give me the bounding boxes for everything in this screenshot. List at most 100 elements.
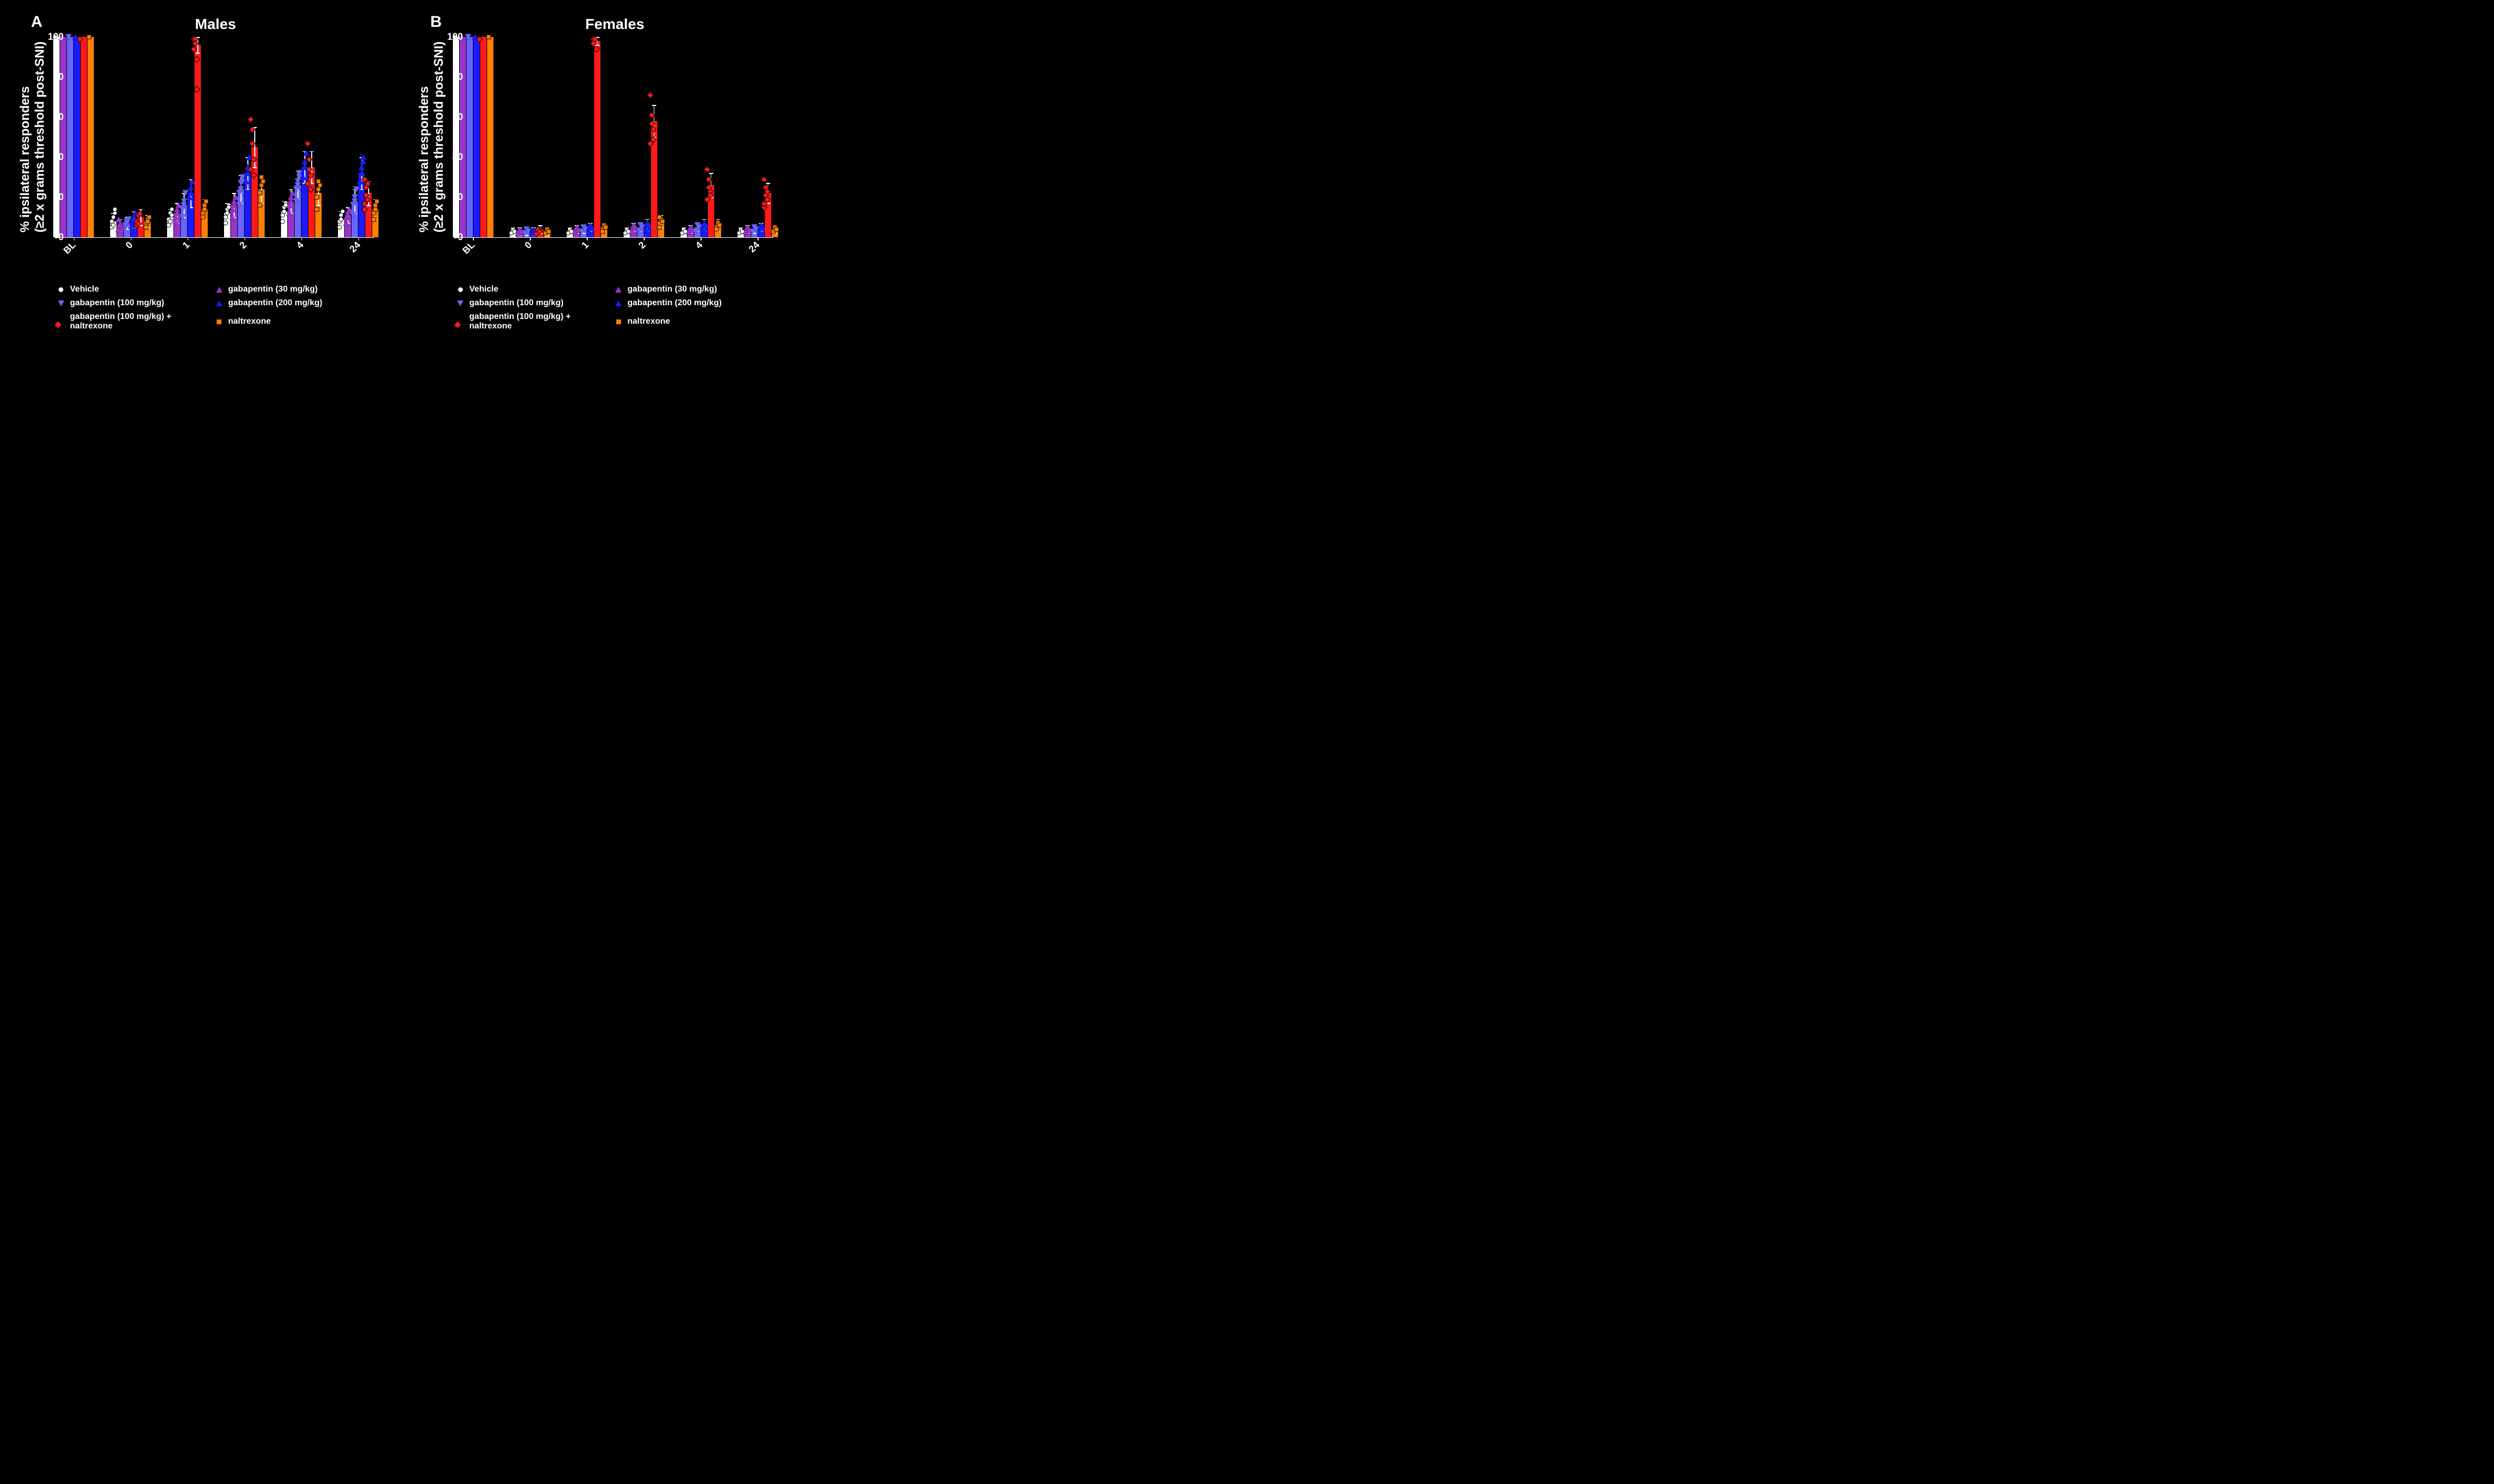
datapoint-gcombo [309,155,314,160]
legend-marker-icon [57,318,65,325]
error-cap [316,205,321,206]
xtick-label: 4 [694,239,705,251]
bar-wrap [651,37,657,237]
legend: Vehicle gabapentin (30 mg/kg) gabapentin… [457,285,773,331]
legend-label: gabapentin (200 mg/kg) [228,298,323,308]
bar-wrap [744,37,751,237]
bar-group [281,37,322,237]
bar-gb10 [467,37,473,237]
legend-label: naltrexone [228,317,271,326]
legend-item-gcombo: gabapentin (100 mg/kg) + naltrexone [457,312,615,331]
bar-wrap [587,37,594,237]
datapoint-nal [657,215,662,220]
xtick-mark [644,237,645,240]
bar-wrap [195,37,201,237]
panel-title: Females [457,16,773,33]
datapoint-gb20 [186,206,192,212]
bar-wrap [701,37,707,237]
datapoint-gb03 [229,215,236,220]
panel-males: AMales% ipsilateral responders (≥2 x gra… [15,5,384,332]
bar-group [110,37,151,237]
figure-page: AMales% ipsilateral responders (≥2 x gra… [0,0,799,481]
datapoint-gcombo [593,38,598,43]
bar-wrap [315,37,322,237]
datapoint-nal [372,217,376,221]
bar-wrap [694,37,701,237]
datapoint-gcombo [251,165,256,170]
bar-wrap [201,37,208,237]
datapoint-gcombo [139,219,143,224]
datapoint-nal [717,223,722,228]
legend-item-nal: naltrexone [615,312,773,331]
ytick-label: 60 [53,112,64,123]
bar-group [737,37,778,237]
error-cap [709,173,713,174]
bar-wrap [715,37,721,237]
datapoint-gb10 [293,198,299,204]
bar-nal [487,37,493,237]
datapoint-gb20 [188,190,194,196]
legend-item-gb10: gabapentin (100 mg/kg) [57,298,216,308]
datapoint-veh [337,225,342,230]
legend-marker-icon [615,318,622,325]
bar-gb03 [60,37,66,237]
bar-gcombo [594,41,600,237]
datapoint-nal [486,35,491,40]
datapoint-gb03 [286,210,293,216]
xtick-mark [358,237,360,240]
bar-wrap [487,37,493,237]
legend-marker-icon [216,318,223,325]
datapoint-gb20 [243,190,249,196]
datapoint-nal [603,225,608,230]
xtick-label: 0 [123,239,135,251]
datapoint-nal [204,199,209,203]
xtick-mark [587,237,588,240]
legend-marker-icon [57,286,65,293]
legend: Vehicle gabapentin (30 mg/kg) gabapentin… [57,285,374,331]
datapoint-nal [258,203,263,208]
ytick-label: 80 [452,72,463,83]
bar-group [167,37,208,237]
bar-wrap [453,37,459,237]
datapoint-nal [145,219,150,224]
xtick-mark [74,237,75,240]
bar-wrap [124,37,130,237]
bar-wrap [188,37,194,237]
bar-wrap [460,37,466,237]
datapoint-gcombo [308,179,313,183]
datapoint-veh [280,219,285,224]
datapoint-gcombo [196,38,200,43]
bar-wrap [308,37,315,237]
xtick-label: BL [461,239,478,256]
legend-item-veh: Vehicle [57,285,216,294]
bar-wrap [530,37,537,237]
datapoint-veh [224,221,228,226]
datapoint-gcombo [764,175,769,180]
bar-group [681,37,721,237]
bar-wrap [544,37,550,237]
bar-wrap [630,37,637,237]
ytick-label: 80 [53,72,64,83]
datapoint-gb10 [352,198,358,204]
datapoint-gb20 [358,170,365,176]
ytick-label: 20 [452,192,463,203]
bar-wrap [238,37,244,237]
bar-wrap [251,37,258,237]
plot-area [57,37,374,238]
bar-gb03 [460,37,466,237]
datapoint-nal [202,207,207,211]
datapoint-gcombo [707,165,712,170]
xtick-mark [302,237,303,240]
legend-marker-icon [216,286,223,293]
legend-label: gabapentin (100 mg/kg) [70,298,164,308]
bar-group [624,37,664,237]
xtick-label: 0 [523,239,535,251]
bar-wrap [537,37,544,237]
bar-gcombo [480,37,487,237]
legend-label: gabapentin (100 mg/kg) + naltrexone [70,312,216,331]
xtick-label: 4 [294,239,306,251]
xtick-label: 1 [180,239,192,251]
bar-veh [53,37,60,237]
xtick-mark [530,237,531,240]
datapoint-nal [315,207,319,211]
